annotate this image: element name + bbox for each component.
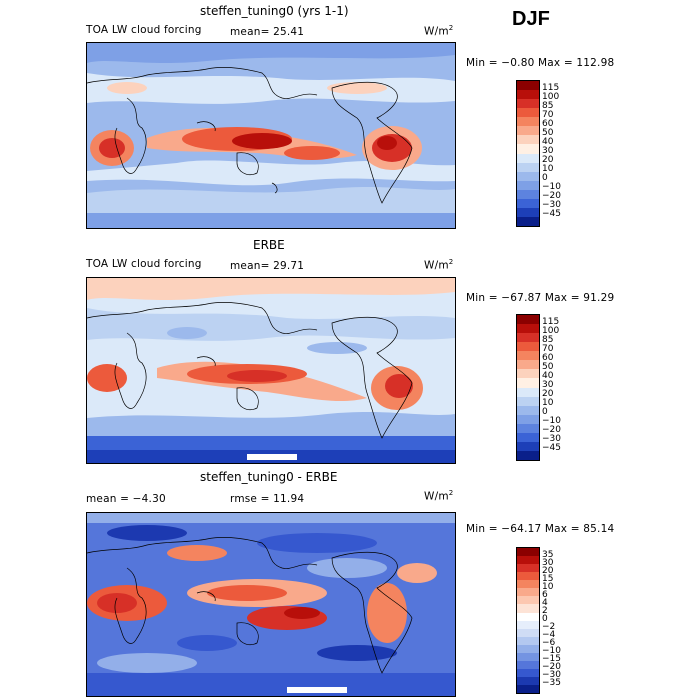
panel2-title: ERBE	[253, 238, 285, 252]
panel1-title: steffen_tuning0 (yrs 1-1)	[200, 4, 349, 18]
panel2-map-field	[87, 278, 455, 463]
panel3-map-field	[87, 513, 455, 696]
panel1-colorbar-ticks: 115 100 85 70 60 50 40 30 20 10 0 −10 −20 −30 −…	[542, 83, 561, 219]
season-label: DJF	[512, 8, 550, 30]
panel1-mean: mean= 25.41	[230, 26, 305, 38]
panel1-colorbar	[516, 80, 540, 227]
panel1-field-label: TOA LW cloud forcing	[86, 24, 202, 36]
panel2-colorbar	[516, 314, 540, 461]
panel2-units: W/m2	[424, 258, 454, 272]
panel3-colorbar	[516, 547, 540, 694]
panel3-units: W/m2	[424, 489, 454, 503]
panel2-minmax: Min = −67.87 Max = 91.29	[466, 292, 615, 304]
panel1-map-field	[87, 43, 455, 228]
panel3-rmse: rmse = 11.94	[230, 493, 305, 505]
panel3-minmax: Min = −64.17 Max = 85.14	[466, 523, 615, 535]
panel3-map	[86, 512, 456, 697]
panel3-mean: mean = −4.30	[86, 493, 166, 505]
panel1-units: W/m2	[424, 24, 454, 38]
panel2-field-label: TOA LW cloud forcing	[86, 258, 202, 270]
panel1-map	[86, 42, 456, 229]
panel2-mean: mean= 29.71	[230, 260, 305, 272]
panel1-minmax: Min = −0.80 Max = 112.98	[466, 57, 615, 69]
panel2-colorbar-ticks: 115 100 85 70 60 50 40 30 20 10 0 −10 −20 −30 −…	[542, 317, 561, 453]
panel2-map	[86, 277, 456, 464]
panel3-title: steffen_tuning0 - ERBE	[200, 470, 338, 484]
